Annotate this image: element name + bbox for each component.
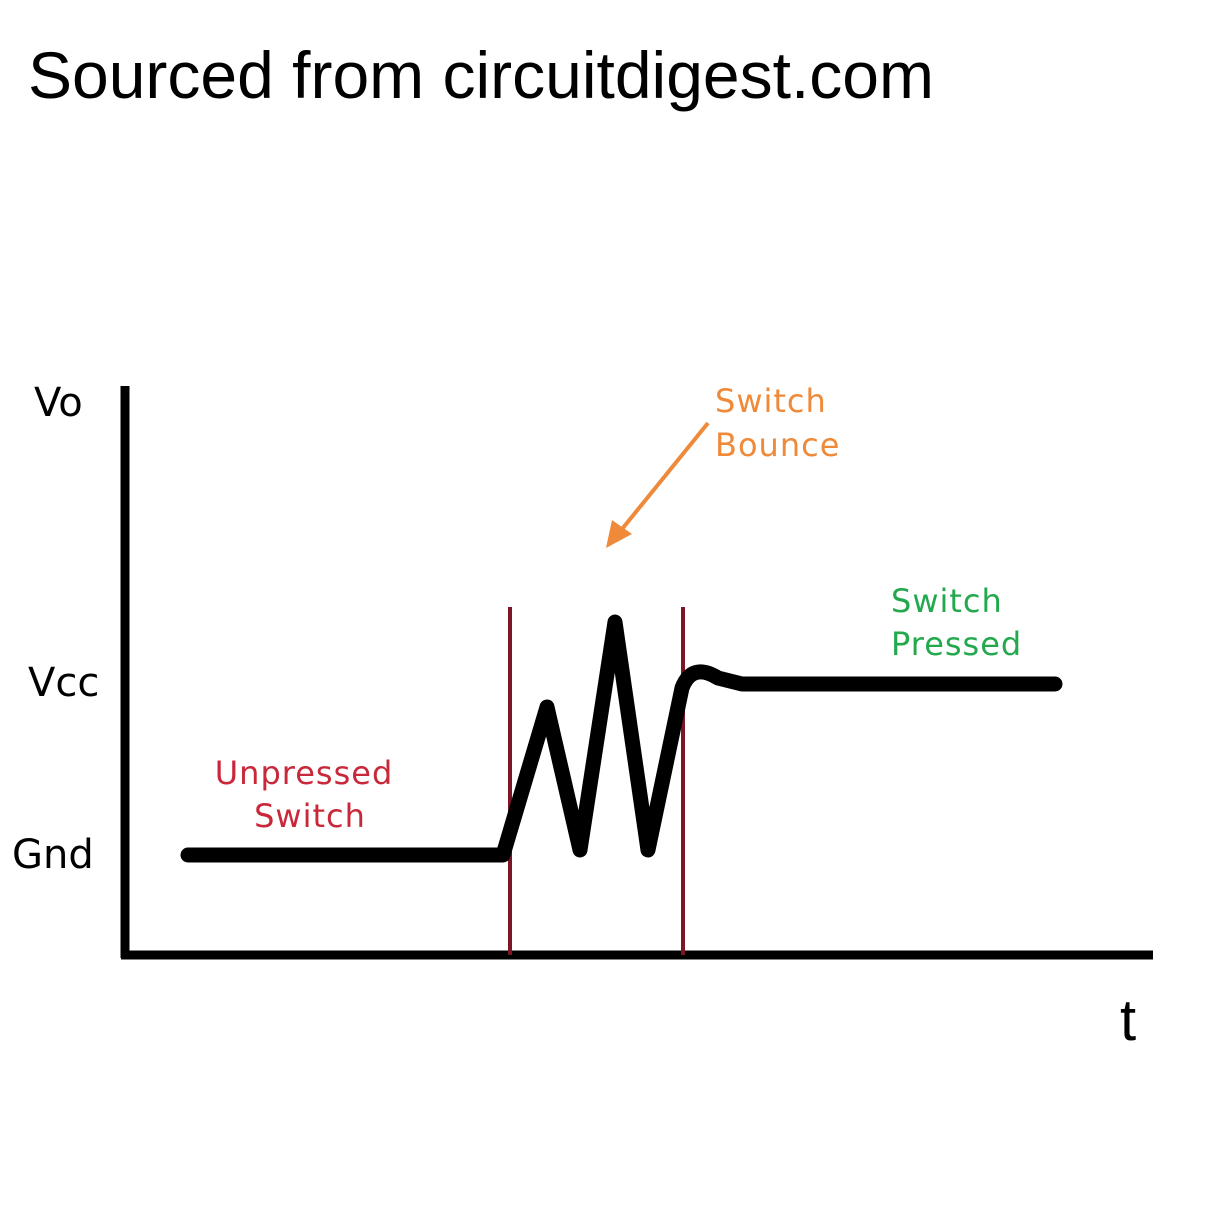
unpressed-label: Unpressed xyxy=(215,754,394,792)
pressed-label: Switch xyxy=(891,582,1003,620)
unpressed-label-line2: Switch xyxy=(254,797,366,835)
gnd-level-label: Gnd xyxy=(12,832,94,878)
pressed-label-line2: Pressed xyxy=(891,625,1022,663)
bounce-label: Switch xyxy=(715,382,827,420)
bounce-arrow-icon xyxy=(606,421,710,548)
vcc-level-label: Vcc xyxy=(28,660,99,706)
signal-waveform xyxy=(180,614,1063,863)
x-axis-label: t xyxy=(1120,988,1136,1053)
bounce-label-line2: Bounce xyxy=(715,426,840,464)
y-axis-label: Vo xyxy=(34,380,83,426)
source-caption: Sourced from circuitdigest.com xyxy=(28,38,934,112)
